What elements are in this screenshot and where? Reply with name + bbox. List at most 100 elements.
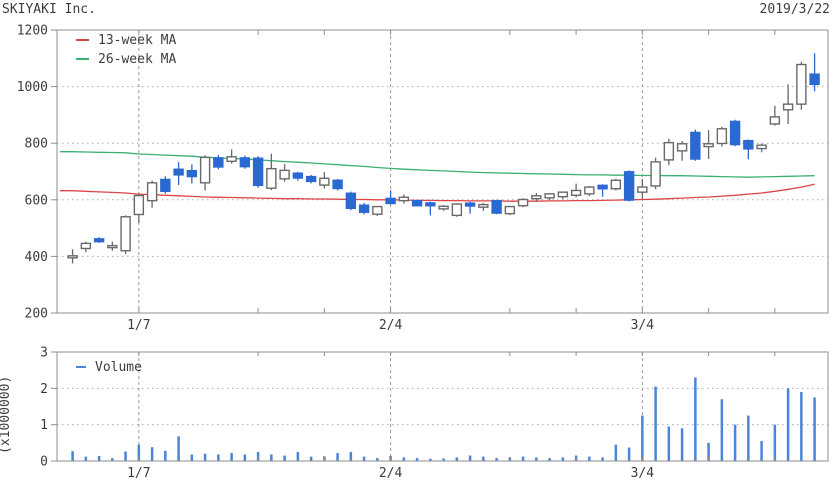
price-y-label: 200 <box>25 307 48 322</box>
volume-bar <box>376 458 379 461</box>
candle-body <box>451 203 463 217</box>
volume-bar <box>230 453 233 461</box>
volume-bar <box>733 424 737 461</box>
volume-bar <box>164 450 167 461</box>
volume-legend: Volume <box>76 358 142 376</box>
price-y-label: 1200 <box>17 24 48 39</box>
candle-body <box>756 144 767 150</box>
candle-body <box>279 169 290 180</box>
volume-bar <box>773 424 777 461</box>
candle-body <box>292 172 304 179</box>
volume-bar <box>614 444 618 461</box>
ma26-line <box>60 151 815 178</box>
volume-y-label: 0 <box>40 455 48 470</box>
candle-body <box>676 143 688 152</box>
candle-body <box>610 179 622 190</box>
candle-body <box>411 199 423 207</box>
volume-bar <box>482 456 485 461</box>
candle-body <box>173 168 184 176</box>
volume-bar <box>97 455 101 461</box>
volume-bar <box>71 451 74 461</box>
volume-y-label: 3 <box>40 346 48 361</box>
volume-bar <box>84 456 88 461</box>
volume-bar <box>270 454 273 461</box>
price-y-label: 400 <box>25 250 48 265</box>
volume-bar <box>190 454 194 461</box>
candle-body <box>160 178 171 193</box>
volume-unit-label: (x1000000) <box>0 375 13 455</box>
volume-bar <box>813 397 816 461</box>
candle-body <box>199 156 211 184</box>
candle-body <box>319 177 330 186</box>
candle-body <box>491 199 502 214</box>
candle-body <box>345 192 357 209</box>
candle-body <box>226 156 237 163</box>
candle-body <box>663 141 675 161</box>
candle-body <box>67 255 78 259</box>
ma26-line-swatch-icon <box>76 58 89 60</box>
volume-bar <box>150 447 154 461</box>
volume-bar <box>336 453 339 461</box>
candle-body <box>398 196 410 202</box>
candle-body <box>186 169 198 178</box>
volume-x-label: 3/4 <box>631 466 655 481</box>
legend-item-volume: Volume <box>76 358 142 376</box>
volume-bar <box>111 458 114 461</box>
volume-x-label: 1/7 <box>127 466 150 481</box>
candle-body <box>557 191 569 198</box>
candle-body <box>517 198 529 207</box>
legend-label-ma26: 26-week MA <box>98 51 177 67</box>
candle-body <box>637 186 648 193</box>
price-y-label: 600 <box>25 193 48 208</box>
volume-bar <box>309 456 313 461</box>
candle-body <box>623 171 635 201</box>
volume-bar <box>747 415 750 461</box>
volume-x-label: 2/4 <box>379 466 403 481</box>
candle-body <box>93 238 105 243</box>
volume-bar <box>137 444 141 461</box>
candle-body <box>584 186 595 195</box>
candle-body <box>504 205 516 215</box>
candle-body <box>252 157 264 187</box>
candle-body <box>120 216 131 252</box>
volume-y-label: 2 <box>40 382 48 397</box>
candle-body <box>531 195 542 200</box>
volume-bar <box>415 458 419 461</box>
volume-bar <box>362 456 366 461</box>
volume-bar <box>601 457 604 461</box>
ma13-line-swatch-icon <box>76 39 89 41</box>
volume-bar <box>694 377 697 461</box>
volume-bar <box>654 386 657 461</box>
volume-bar <box>760 441 763 461</box>
price-legend: 13-week MA 26-week MA <box>76 31 176 68</box>
legend-item-ma26: 26-week MA <box>76 50 176 68</box>
volume-bar <box>627 447 631 461</box>
volume-bar <box>177 436 180 461</box>
price-y-label: 800 <box>25 137 48 152</box>
candle-body <box>743 139 754 150</box>
legend-item-ma13: 13-week MA <box>76 31 176 49</box>
volume-bar <box>442 458 445 461</box>
volume-bar <box>455 457 459 461</box>
candle-body <box>729 120 741 146</box>
volume-bar <box>588 456 591 461</box>
candle-body <box>305 175 317 183</box>
as-of-date: 2019/3/22 <box>759 2 830 17</box>
price-x-label: 2/4 <box>379 318 403 333</box>
volume-y-label: 1 <box>40 418 48 433</box>
candle-body <box>464 202 476 207</box>
volume-bar <box>548 458 551 461</box>
candle-body <box>146 182 158 202</box>
volume-bar <box>429 458 432 461</box>
candle-body <box>716 128 728 145</box>
legend-label-ma13: 13-week MA <box>98 32 177 48</box>
volume-bar <box>800 391 803 461</box>
volume-bar <box>124 451 127 461</box>
candle-body <box>266 167 277 189</box>
candle-body <box>239 157 251 168</box>
candle-body <box>358 204 370 213</box>
candle-body <box>597 184 608 190</box>
candle-body <box>107 244 118 249</box>
